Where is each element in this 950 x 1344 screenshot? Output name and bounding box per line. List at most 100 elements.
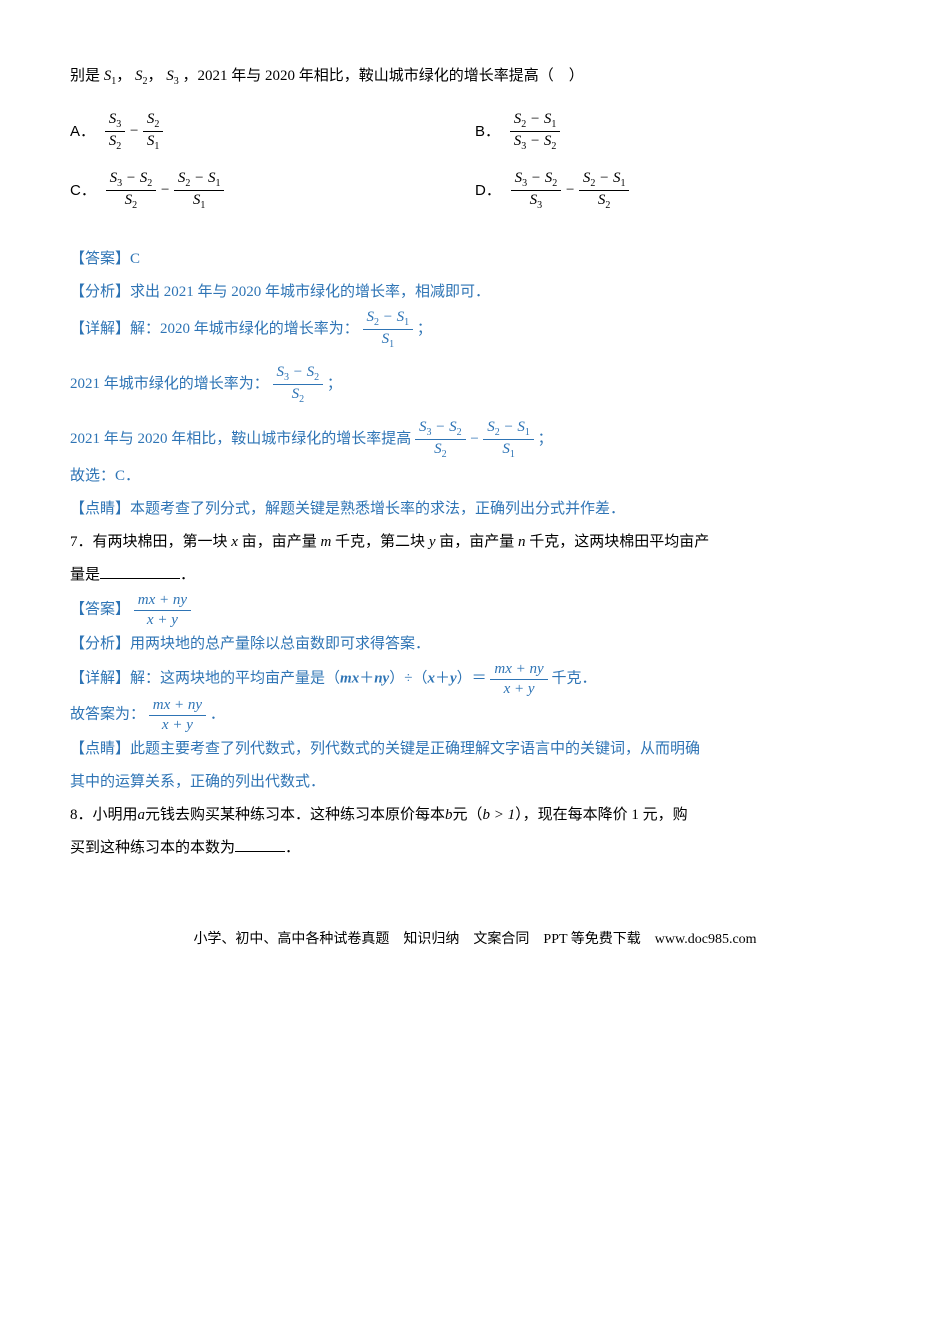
semicolon: ；	[417, 321, 432, 337]
detail-label: 【详解】	[70, 670, 130, 686]
rate-2021-line: 2021 年城市绿化的增长率为： S3 − S2 S2 ；	[70, 364, 880, 405]
analysis-line: 【分析】求出 2021 年与 2020 年城市绿化的增长率，相减即可．	[70, 276, 880, 309]
var-S2: S2	[135, 68, 148, 84]
period: ．	[180, 567, 195, 583]
dianjing-label: 【点睛】	[70, 501, 130, 517]
fraction: S2 S1	[143, 111, 164, 152]
dianjing-line: 【点睛】本题考查了列分式，解题关键是熟悉增长率的求法，正确列出分式并作差．	[70, 493, 880, 526]
q7-answer-line: 【答案】 mx + ny x + y	[70, 592, 880, 628]
q7-dianjing-line2: 其中的运算关系，正确的列出代数式．	[70, 766, 880, 799]
text: 买到这种练习本的本数为	[70, 840, 235, 856]
q8-stem-line2: 买到这种练习本的本数为 ．	[70, 832, 880, 865]
text: 故答案为：	[70, 706, 145, 722]
text: 2021 年城市绿化的增长率为：	[70, 376, 269, 392]
minus: −	[129, 123, 143, 139]
hence-line: 故选：C．	[70, 460, 880, 493]
text: 解：这两块地的平均亩产量是（	[130, 670, 340, 686]
fraction: S3 S2	[105, 111, 126, 152]
text: ，2021 年与 2020 年相比，鞍山城市绿化的增长率提高（ ）	[183, 68, 584, 84]
option-B[interactable]: B． S2 − S1 S3 − S2	[475, 111, 880, 152]
fill-blank[interactable]	[100, 563, 180, 579]
period: ．	[285, 840, 300, 856]
text: 2021 年与 2020 年相比，鞍山城市绿化的增长率提高	[70, 431, 411, 447]
fraction: S2 − S1 S2	[579, 170, 630, 211]
var-x: x	[427, 670, 435, 686]
dianjing-text: 本题考查了列分式，解题关键是熟悉增长率的求法，正确列出分式并作差．	[130, 501, 625, 517]
q7-analysis-line: 【分析】用两块地的总产量除以总亩数即可求得答案．	[70, 628, 880, 661]
dianjing-text: 其中的运算关系，正确的列出代数式．	[70, 774, 325, 790]
option-C[interactable]: C． S3 − S2 S2 − S2 − S1 S1	[70, 170, 475, 211]
dianjing-label: 【点睛】	[70, 741, 130, 757]
text: 7．有两块棉田，第一块	[70, 534, 231, 550]
answer-value: C	[130, 251, 140, 267]
analysis-text: 求出 2021 年与 2020 年城市绿化的增长率，相减即可．	[130, 284, 490, 300]
semicolon: ；	[538, 431, 553, 447]
text: 亩，亩产量	[238, 534, 321, 550]
fraction: S2 − S1 S1	[363, 309, 414, 350]
minus: −	[160, 182, 174, 198]
text: 元（	[453, 807, 483, 823]
var-S3: S3	[166, 68, 179, 84]
option-label: C．	[70, 174, 96, 207]
option-label: D．	[475, 174, 501, 207]
option-A[interactable]: A． S3 S2 − S2 S1	[70, 111, 475, 152]
detail-line-1: 【详解】解：2020 年城市绿化的增长率为： S2 − S1 S1 ；	[70, 309, 880, 350]
fraction: mx + ny x + y	[149, 697, 206, 733]
text: ）÷（	[389, 670, 427, 686]
analysis-label: 【分析】	[70, 636, 130, 652]
text: 千克．	[551, 670, 596, 686]
var-ny: ny	[374, 670, 389, 686]
fraction: mx + ny x + y	[490, 661, 547, 697]
q7-stem-line1: 7．有两块棉田，第一块 x 亩，亩产量 m 千克，第二块 y 亩，亩产量 n 千…	[70, 526, 880, 559]
fraction: S3 − S2 S3	[511, 170, 562, 211]
text: ）＝	[457, 670, 487, 686]
text: 千克，这两块棉田平均亩产	[526, 534, 710, 550]
fraction: S3 − S2 S2	[106, 170, 157, 211]
q7-stem-line2: 量是 ．	[70, 559, 880, 592]
text: 故选：C．	[70, 468, 140, 484]
answer-line: 【答案】C	[70, 243, 880, 276]
fraction: S3 − S2 S2	[415, 419, 466, 460]
fraction: S3 − S2 S2	[273, 364, 324, 405]
analysis-label: 【分析】	[70, 284, 130, 300]
q7-dianjing-line1: 【点睛】此题主要考查了列代数式，列代数式的关键是正确理解文字语言中的关键词，从而…	[70, 733, 880, 766]
page-footer: 小学、初中、高中各种试卷真题 知识归纳 文案合同 PPT 等免费下载 www.d…	[70, 925, 880, 956]
fraction: S2 − S1 S1	[174, 170, 225, 211]
text: 解：2020 年城市绿化的增长率为：	[130, 321, 359, 337]
option-label: B．	[475, 115, 500, 148]
fraction: S2 − S1 S1	[483, 419, 534, 460]
detail-label: 【详解】	[70, 321, 130, 337]
cond: b > 1	[483, 807, 516, 823]
answer-label: 【答案】	[70, 251, 130, 267]
options-row-2: C． S3 − S2 S2 − S2 − S1 S1 D． S3 − S2 S3…	[70, 170, 880, 211]
text: 8．小明用	[70, 807, 138, 823]
option-label: A．	[70, 115, 95, 148]
text: 量是	[70, 567, 100, 583]
minus: −	[469, 431, 483, 447]
q7-hence-line: 故答案为： mx + ny x + y ．	[70, 697, 880, 733]
var-m: m	[320, 534, 331, 550]
dianjing-text: 此题主要考查了列代数式，列代数式的关键是正确理解文字语言中的关键词，从而明确	[130, 741, 700, 757]
analysis-text: 用两块地的总产量除以总亩数即可求得答案．	[130, 636, 430, 652]
semicolon: ；	[327, 376, 342, 392]
answer-label: 【答案】	[70, 601, 130, 617]
plus: ＋	[359, 670, 374, 686]
option-D[interactable]: D． S3 − S2 S3 − S2 − S1 S2	[475, 170, 880, 211]
fraction: S2 − S1 S3 − S2	[510, 111, 561, 152]
text: 别是	[70, 68, 100, 84]
var-S1: S1	[104, 68, 117, 84]
text: 元钱去购买某种练习本．这种练习本原价每本	[145, 807, 445, 823]
q7-detail-line: 【详解】解：这两块地的平均亩产量是（mx＋ny）÷（x＋y）＝ mx + ny …	[70, 661, 880, 697]
var-mx: mx	[340, 670, 359, 686]
period: ．	[210, 706, 225, 722]
options-row-1: A． S3 S2 − S2 S1 B． S2 − S1 S3 − S2	[70, 111, 880, 152]
var-x: x	[231, 534, 238, 550]
text: 亩，亩产量	[435, 534, 518, 550]
var-n: n	[518, 534, 526, 550]
fill-blank[interactable]	[235, 836, 285, 852]
var-a: a	[138, 807, 146, 823]
fraction: mx + ny x + y	[134, 592, 191, 628]
q8-stem-line1: 8．小明用a元钱去购买某种练习本．这种练习本原价每本b元（b > 1），现在每本…	[70, 799, 880, 832]
minus: −	[565, 182, 579, 198]
var-b: b	[445, 807, 453, 823]
